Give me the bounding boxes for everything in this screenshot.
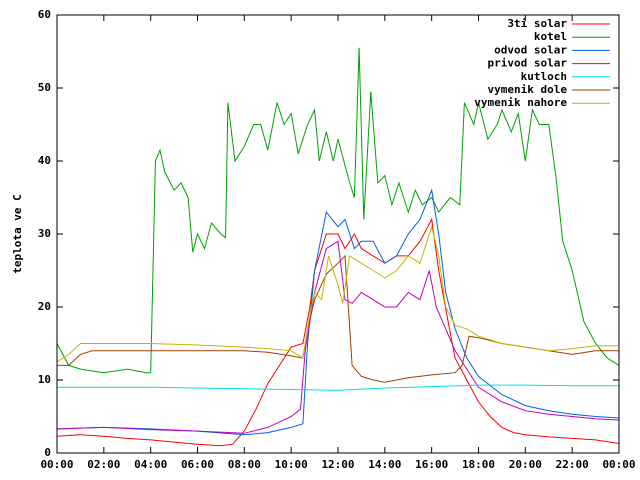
legend-label: 3ti solar bbox=[507, 17, 567, 30]
series-line bbox=[56, 188, 620, 436]
x-tick-label: 00:00 bbox=[40, 458, 73, 471]
x-tick-label: 06:00 bbox=[181, 458, 214, 471]
y-tick-label: 20 bbox=[38, 300, 51, 313]
y-tick-label: 0 bbox=[44, 446, 51, 459]
x-tick-label: 02:00 bbox=[87, 458, 120, 471]
x-tick-label: 00:00 bbox=[602, 458, 635, 471]
y-tick-label: 40 bbox=[38, 154, 51, 167]
series-line bbox=[56, 240, 620, 434]
y-tick-label: 30 bbox=[38, 227, 51, 240]
y-tick-label: 10 bbox=[38, 373, 51, 386]
x-tick-label: 12:00 bbox=[321, 458, 354, 471]
legend-label: kutloch bbox=[521, 70, 567, 83]
legend-label: kotel bbox=[534, 30, 567, 43]
y-axis-label: teplota ve C bbox=[11, 194, 24, 273]
y-tick-label: 60 bbox=[38, 8, 51, 21]
y-tick-label: 50 bbox=[38, 81, 51, 94]
x-tick-label: 20:00 bbox=[509, 458, 542, 471]
legend-label: vymenik dole bbox=[488, 83, 568, 96]
series-line bbox=[56, 47, 620, 374]
x-tick-label: 14:00 bbox=[368, 458, 401, 471]
series-line bbox=[56, 217, 620, 447]
series-line bbox=[57, 384, 619, 391]
x-tick-label: 08:00 bbox=[228, 458, 261, 471]
x-tick-label: 22:00 bbox=[556, 458, 589, 471]
plot-border bbox=[56, 14, 620, 454]
legend-label: privod solar bbox=[488, 57, 568, 70]
x-tick-label: 10:00 bbox=[275, 458, 308, 471]
series-line bbox=[57, 254, 619, 383]
x-tick-label: 18:00 bbox=[462, 458, 495, 471]
x-tick-label: 16:00 bbox=[415, 458, 448, 471]
legend-label: vymenik nahore bbox=[474, 96, 567, 109]
series-line bbox=[56, 224, 619, 363]
legend-label: odvod solar bbox=[494, 43, 567, 56]
x-tick-label: 04:00 bbox=[134, 458, 167, 471]
